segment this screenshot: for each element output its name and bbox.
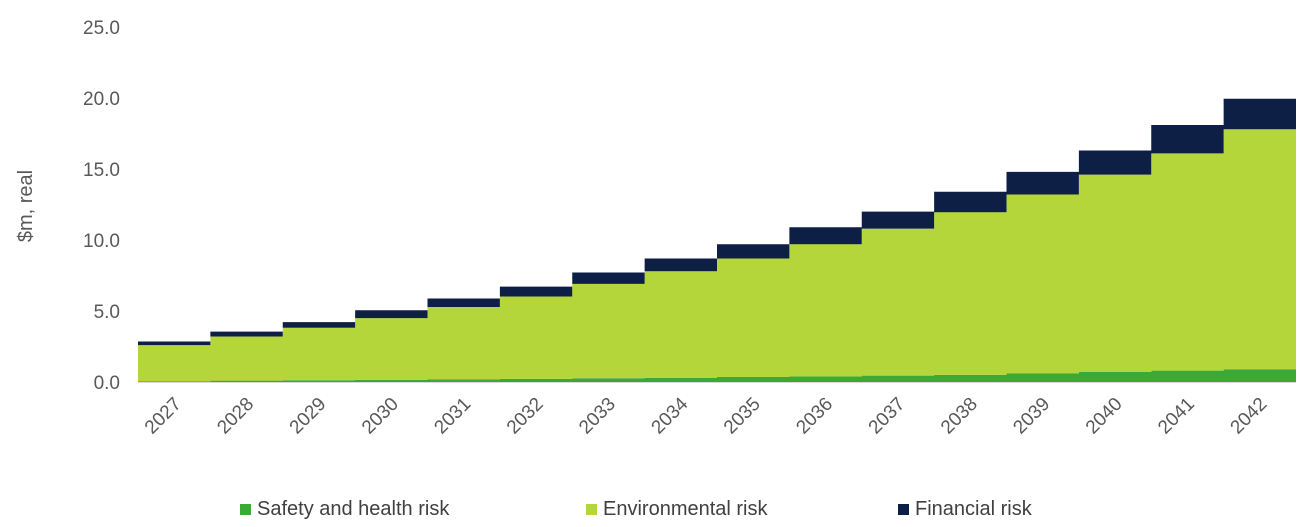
y-tick-label: 20.0 [83,89,120,110]
y-axis-title: $m, real [15,170,37,242]
y-tick-label: 0.0 [94,373,120,394]
x-tick-label: 2031 [430,394,475,439]
x-tick-label: 2041 [1154,394,1199,439]
legend-swatch-financial [898,504,909,515]
x-axis-ticks: 2027 2028 2029 2030 2031 2032 2033 2034 2035 2036… [141,393,1271,438]
legend-swatch-environmental [586,504,597,515]
x-tick-label: 2042 [1227,394,1272,439]
x-tick-label: 2037 [865,394,910,439]
legend-swatch-safety [240,504,251,515]
x-tick-label: 2027 [141,394,186,439]
y-tick-label: 10.0 [83,231,120,252]
x-tick-label: 2038 [937,394,982,439]
series-area-0 [138,369,1296,382]
plot-area [138,98,1296,383]
y-tick-label: 15.0 [83,160,120,181]
y-tick-label: 25.0 [83,18,120,39]
legend: Safety and health risk Environmental ris… [0,498,1298,524]
legend-item-safety: Safety and health risk [240,498,449,521]
series-area-1 [138,129,1296,382]
x-tick-label: 2033 [575,394,620,439]
x-tick-label: 2032 [503,394,548,439]
x-tick-label: 2029 [286,394,331,439]
x-tick-label: 2039 [1009,394,1054,439]
legend-label-environmental: Environmental risk [603,498,768,520]
x-tick-label: 2036 [792,394,837,439]
x-tick-label: 2030 [358,394,403,439]
y-tick-label: 5.0 [94,302,120,323]
legend-label-financial: Financial risk [915,498,1032,520]
legend-label-safety: Safety and health risk [257,498,450,520]
x-tick-label: 2035 [720,394,765,439]
x-tick-label: 2028 [213,394,258,439]
chart: 0.05.010.015.020.025.0 2027 2028 2029 2030 2… [15,18,1296,438]
legend-item-environmental: Environmental risk [586,498,768,521]
x-tick-label: 2040 [1082,394,1127,439]
x-tick-label: 2034 [648,393,693,438]
legend-item-financial: Financial risk [898,498,1032,521]
y-axis-ticks: 0.0 5.0 10.0 15.0 20.0 25.0 [83,18,120,394]
